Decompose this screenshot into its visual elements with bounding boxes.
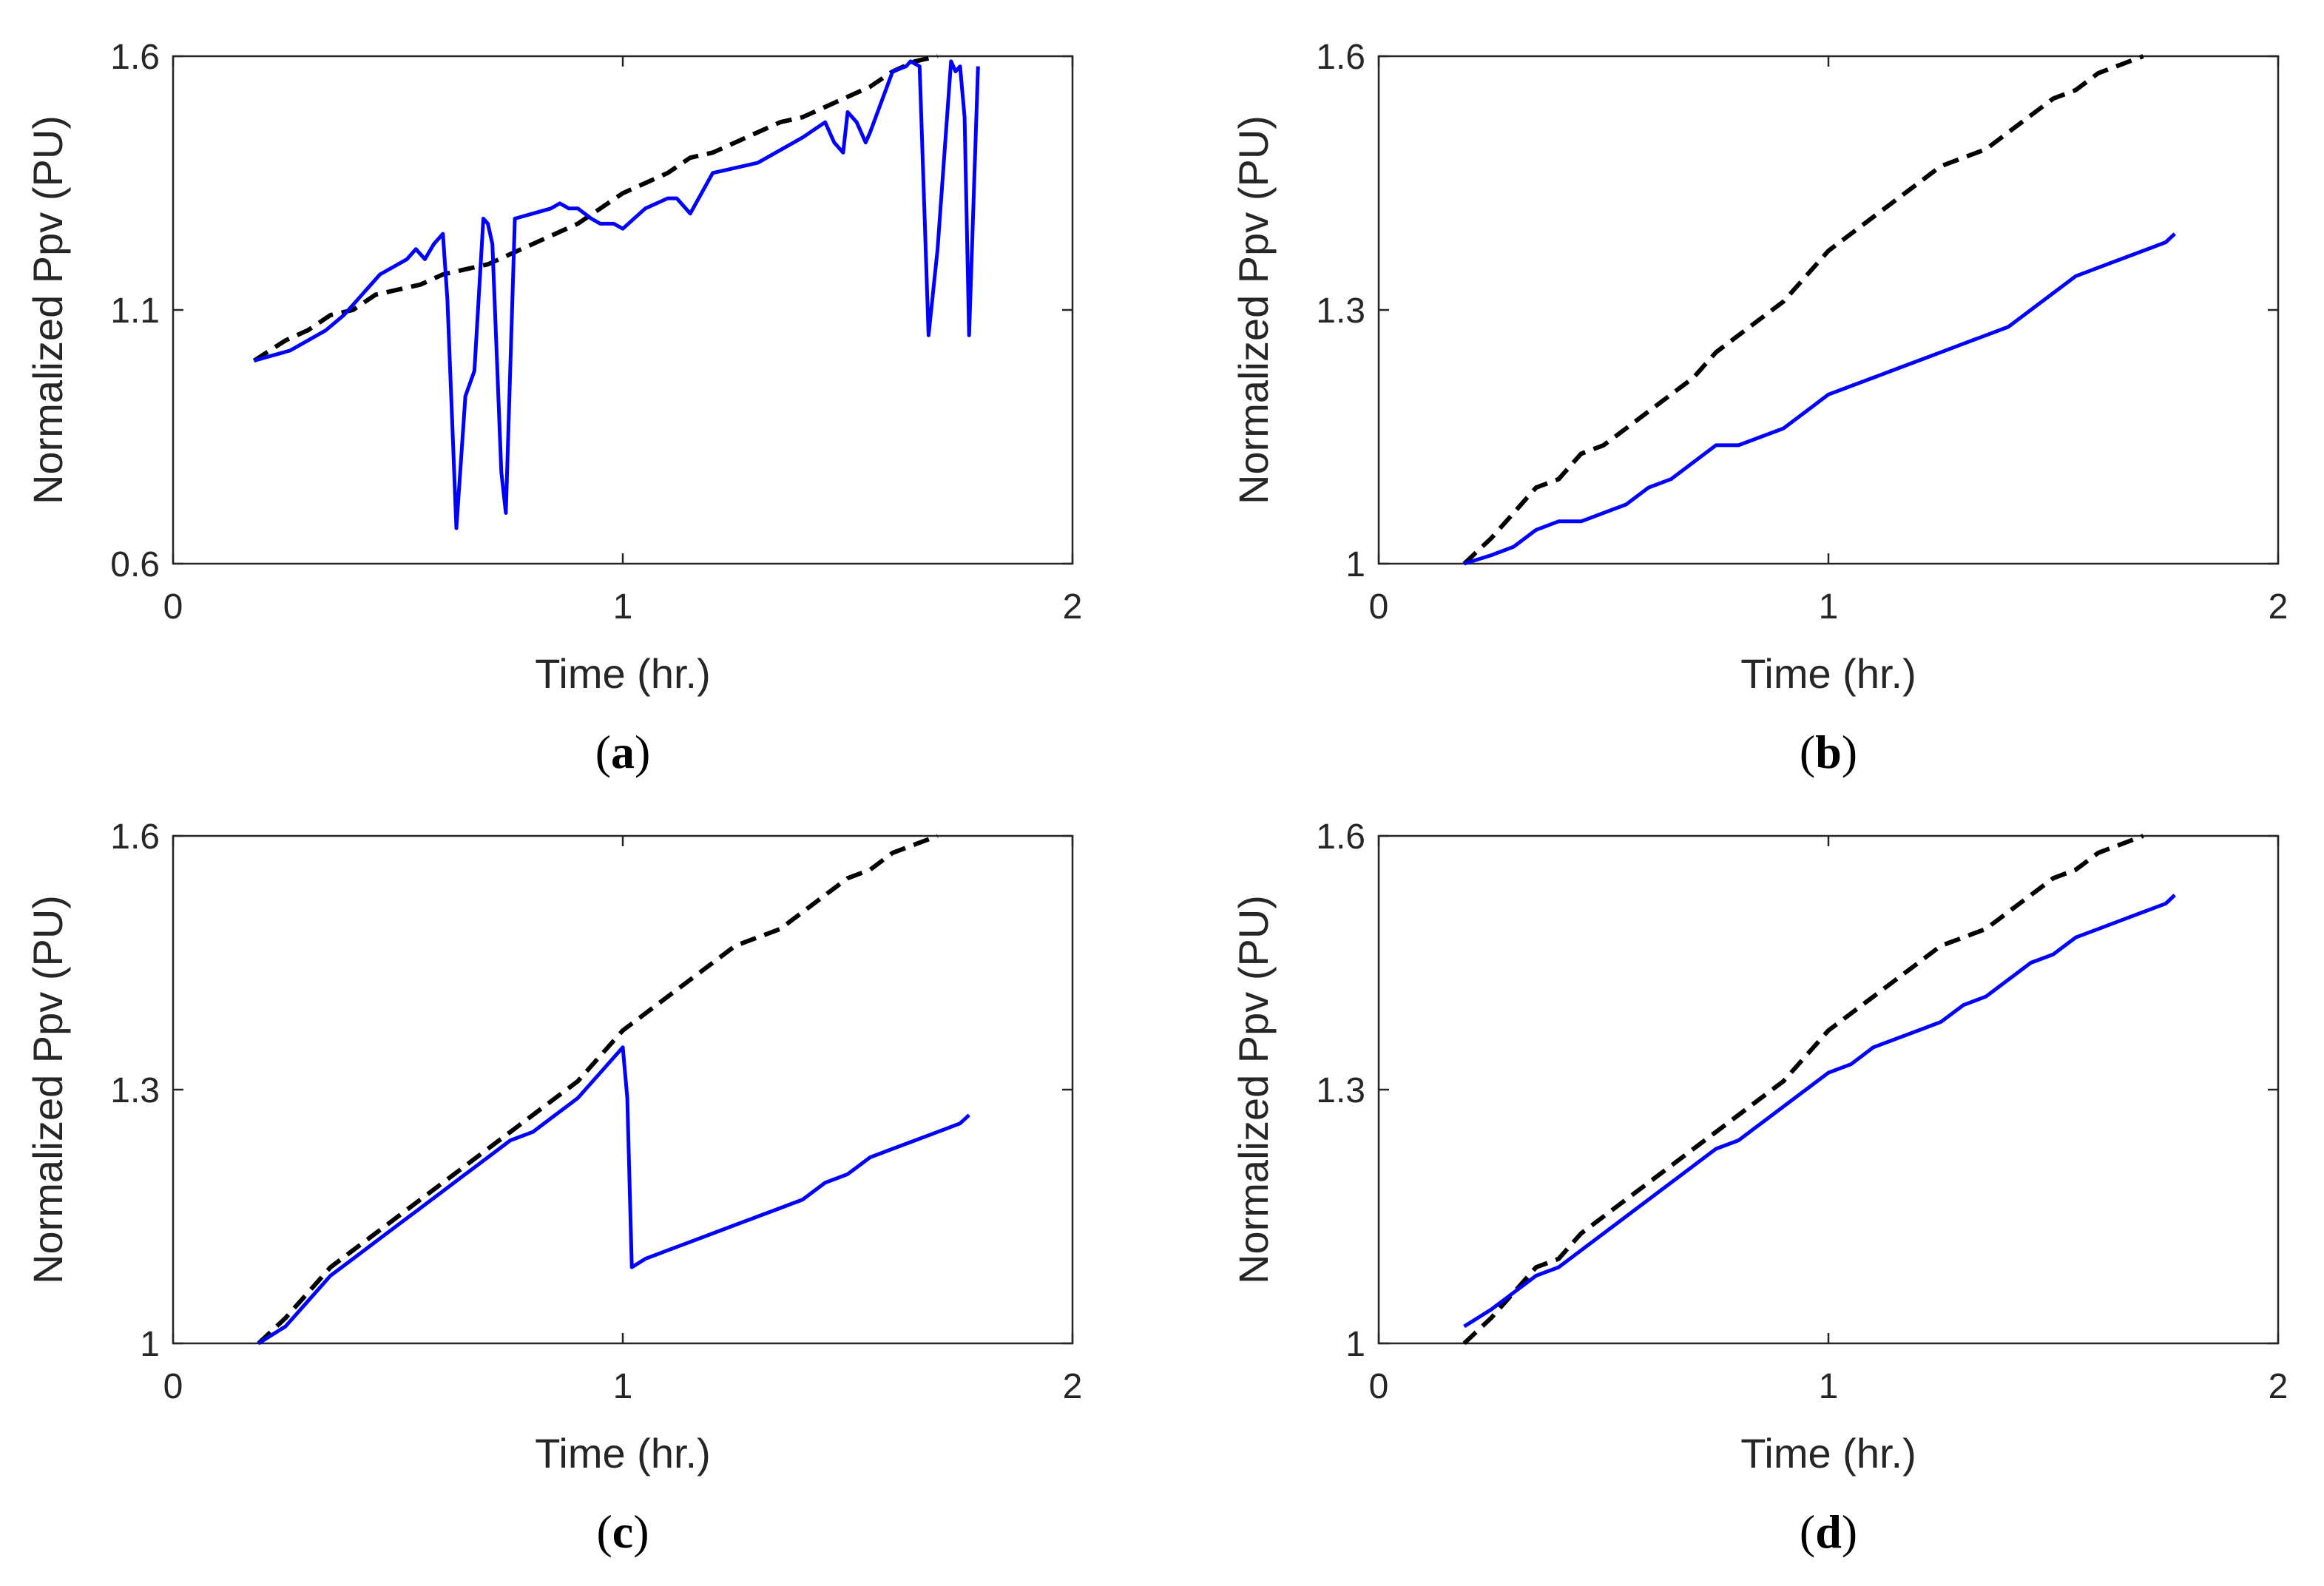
x-axis-label: Time (hr.)	[1740, 650, 1916, 697]
panel-caption: (c)	[596, 1505, 649, 1558]
x-tick-label: 1	[613, 1367, 633, 1406]
y-tick-label: 1.1	[110, 291, 160, 331]
y-tick-label: 1.3	[1316, 291, 1365, 331]
caption-paren: )	[1842, 726, 1857, 778]
axes-box	[172, 834, 1074, 1345]
axes-box	[172, 55, 1074, 565]
series-line-output	[253, 59, 980, 530]
panel-caption: (b)	[1800, 726, 1857, 778]
caption-letter: d	[1815, 1505, 1842, 1558]
y-tick-label: 1	[1345, 1325, 1365, 1364]
y-axis-label: Normalized Ppv (PU)	[24, 895, 71, 1284]
y-tick-label: 1	[1345, 545, 1365, 584]
series-line-output	[1463, 894, 2176, 1329]
x-tick-label: 2	[1063, 1367, 1083, 1406]
series-line-reference	[252, 54, 939, 363]
caption-paren: (	[596, 1505, 612, 1558]
caption-letter: a	[611, 726, 635, 778]
x-tick-label: 0	[163, 587, 183, 627]
panel-caption: (d)	[1800, 1505, 1857, 1558]
caption-letter: c	[612, 1505, 633, 1558]
series-line-reference	[1462, 54, 2144, 566]
caption-paren: )	[635, 726, 650, 778]
y-tick-label: 1.6	[1316, 817, 1365, 857]
caption-paren: )	[633, 1505, 649, 1558]
x-tick-label: 2	[2269, 587, 2288, 627]
series-line-reference	[257, 834, 939, 1346]
x-tick-label: 1	[1819, 1367, 1839, 1406]
x-tick-label: 1	[613, 587, 633, 627]
x-tick-label: 2	[1063, 587, 1083, 627]
axes-box	[1377, 55, 2280, 565]
y-tick-label: 1.6	[110, 38, 160, 77]
chart-panel-a: 0 1 2 0.6 1.1 1.6 Time (hr.) Normalized Ppv (PU…	[24, 38, 1082, 778]
series-line-output	[257, 1045, 970, 1346]
x-tick-label: 0	[1369, 1367, 1389, 1406]
x-tick-label: 2	[2269, 1367, 2288, 1406]
x-axis-label: Time (hr.)	[535, 650, 710, 697]
caption-letter: b	[1815, 726, 1842, 778]
y-axis-label: Normalized Ppv (PU)	[1230, 895, 1277, 1284]
series-line-output	[1463, 232, 2176, 566]
y-tick-label: 1	[140, 1325, 160, 1364]
series-line-reference	[1462, 834, 2144, 1346]
y-axis-label: Normalized Ppv (PU)	[24, 115, 71, 505]
panel-caption: (a)	[595, 726, 651, 778]
x-tick-label: 1	[1819, 587, 1839, 627]
y-tick-label: 1.3	[1316, 1071, 1365, 1110]
x-tick-label: 0	[1369, 587, 1389, 627]
y-axis-label: Normalized Ppv (PU)	[1230, 115, 1277, 505]
caption-paren: )	[1842, 1505, 1857, 1558]
x-tick-label: 0	[163, 1367, 183, 1406]
y-tick-label: 1.3	[110, 1071, 160, 1110]
caption-paren: (	[595, 726, 611, 778]
x-axis-label: Time (hr.)	[535, 1430, 710, 1477]
y-tick-label: 1.6	[1316, 38, 1365, 77]
caption-paren: (	[1800, 1505, 1815, 1558]
y-tick-label: 1.6	[110, 817, 160, 857]
caption-paren: (	[1800, 726, 1815, 778]
x-axis-label: Time (hr.)	[1740, 1430, 1916, 1477]
y-tick-label: 0.6	[110, 545, 160, 584]
